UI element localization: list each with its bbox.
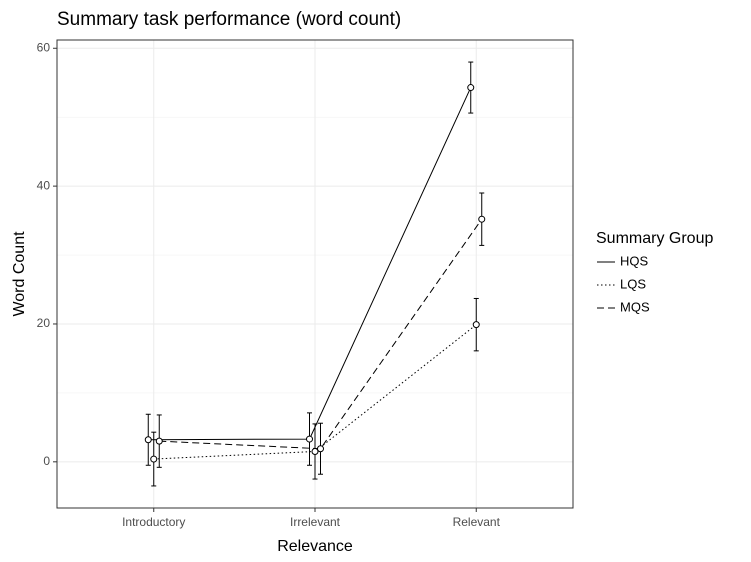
point [472, 321, 480, 329]
legend-label: HQS [620, 253, 649, 268]
x-tick-label: Introductory [122, 515, 185, 529]
point [306, 435, 313, 443]
point [478, 215, 486, 223]
y-tick-label: 60 [37, 40, 51, 54]
point [144, 436, 152, 444]
x-tick-label: Irrelevant [290, 515, 341, 529]
legend-title: Summary Group [596, 230, 713, 247]
series-line [148, 87, 472, 441]
plot-border [56, 39, 574, 509]
x-axis-title: Relevance [277, 538, 353, 555]
point [155, 437, 163, 445]
chart-title: Summary task performance (word count) [57, 9, 401, 30]
y-tick-label: 40 [37, 178, 51, 192]
y-axis-title: Word Count [11, 231, 28, 317]
y-tick-label: 0 [43, 454, 50, 468]
point [150, 455, 158, 463]
x-tick-label: Relevant [453, 515, 501, 529]
legend-label: LQS [620, 276, 646, 291]
y-tick-label: 20 [37, 316, 51, 330]
point [317, 445, 324, 453]
legend-label: MQS [620, 299, 650, 314]
point [467, 84, 475, 92]
